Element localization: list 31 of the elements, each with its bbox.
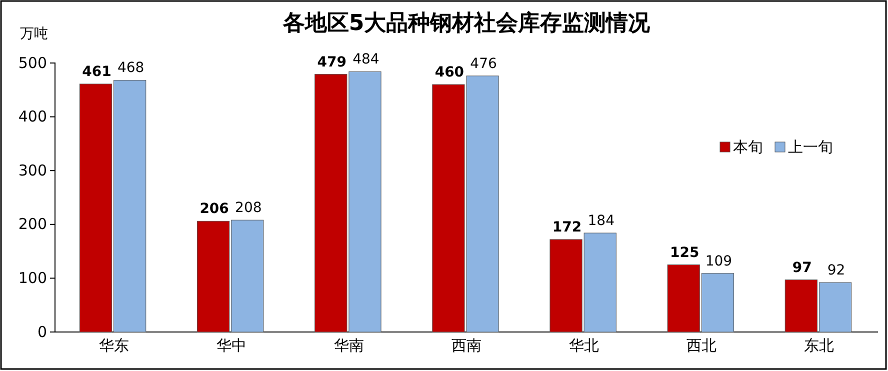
data-label: 479	[317, 54, 346, 70]
x-tick-label: 华东	[98, 336, 129, 355]
data-label: 460	[434, 64, 464, 81]
data-label: 109	[705, 253, 732, 270]
data-label: 468	[117, 60, 144, 76]
data-label: 484	[352, 52, 380, 68]
x-tick-label: 东北	[804, 336, 834, 355]
x-tick-label: 西南	[452, 336, 482, 355]
data-label: 97	[792, 260, 812, 276]
y-axis-title: 万吨	[20, 26, 48, 42]
data-label: 125	[670, 244, 700, 261]
y-tick-label: 200	[18, 215, 47, 234]
x-tick-label: 华南	[334, 336, 364, 355]
y-tick-label: 400	[18, 108, 47, 126]
data-label: 92	[827, 262, 846, 279]
data-label: 206	[200, 201, 229, 218]
data-label: 208	[235, 200, 262, 216]
data-label: 476	[470, 56, 497, 72]
legend-label: 本旬	[733, 138, 763, 156]
y-tick-label: 300	[18, 161, 47, 180]
x-tick-label: 西北	[686, 336, 717, 355]
y-tick-label: 100	[18, 269, 47, 287]
data-label: 172	[552, 219, 582, 236]
data-label: 184	[588, 213, 615, 230]
x-tick-label: 华北	[569, 336, 600, 355]
x-tick-label: 华中	[216, 336, 246, 355]
y-tick-label: 0	[37, 322, 47, 341]
chart-title: 各地区5大品种钢材社会库存监测情况	[282, 10, 652, 36]
legend-label: 上一旬	[788, 138, 833, 156]
y-tick-label: 500	[18, 54, 47, 72]
data-label: 461	[82, 64, 112, 80]
